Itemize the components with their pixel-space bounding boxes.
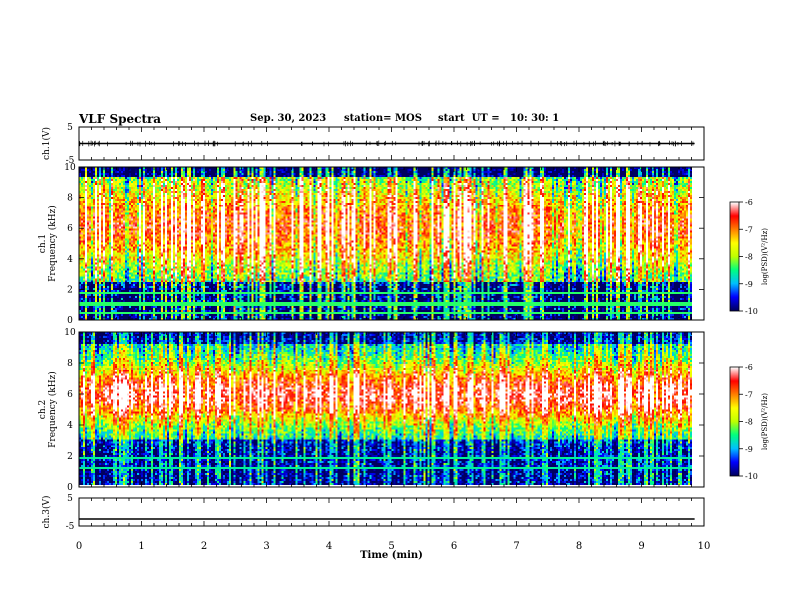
ch2-colorbar <box>730 367 739 476</box>
y-tick-label: 4 <box>67 255 73 265</box>
colorbar-tick-label: -6 <box>745 198 753 207</box>
y-axis-label: Frequency (kHz) <box>47 371 58 448</box>
y-tick-label: 8 <box>67 359 73 369</box>
colorbar-tick-label: -9 <box>745 280 753 289</box>
x-tick-label: 1 <box>138 541 144 552</box>
colorbar-frame <box>729 366 740 477</box>
ch1-colorbar <box>730 202 739 311</box>
ch1-spectrogram <box>79 167 692 320</box>
colorbar-tick-label: -6 <box>745 363 753 372</box>
date-label: Sep. 30, 2023 <box>250 113 327 124</box>
y-tick-label: 10 <box>64 163 76 173</box>
x-tick-label: 10 <box>698 541 711 552</box>
colorbar-frame <box>729 201 740 312</box>
y-tick-label: 8 <box>67 194 73 204</box>
colorbar-tick-label: -10 <box>745 472 758 481</box>
x-tick-label: 0 <box>76 541 82 552</box>
y-tick-label: 4 <box>67 421 73 431</box>
y-tick-label: -5 <box>66 522 75 532</box>
y-tick-label: 2 <box>67 452 73 462</box>
figure-title: VLF Spectra <box>79 112 162 126</box>
colorbar-tick-label: -9 <box>745 445 753 454</box>
y-axis-label: Frequency (kHz) <box>47 205 58 282</box>
panel-frame <box>78 331 705 488</box>
panel-frame <box>78 166 705 321</box>
y-axis-label: ch.3(V) <box>41 496 52 529</box>
x-axis-label: Time (min) <box>360 550 423 561</box>
x-tick-label: 5 <box>388 541 394 552</box>
ch2-spectrogram <box>79 332 692 485</box>
start-time-label: start UT = 10: 30: 1 <box>438 113 560 124</box>
y-axis-label: ch.1(V) <box>41 127 52 160</box>
y-axis-label: ch.2 <box>38 400 48 419</box>
y-tick-label: 6 <box>67 390 73 400</box>
x-tick-label: 2 <box>201 541 207 552</box>
y-tick-label: 2 <box>67 285 73 295</box>
colorbar-label: log(PSD)(V²/Hz) <box>761 393 769 450</box>
y-tick-label: 10 <box>64 328 76 338</box>
y-tick-label: 5 <box>67 123 73 133</box>
station-label: station= MOS <box>344 113 422 124</box>
x-tick-label: 3 <box>263 541 269 552</box>
colorbar-tick-label: -7 <box>745 225 753 234</box>
x-tick-label: 8 <box>576 541 582 552</box>
y-tick-label: -5 <box>66 156 75 166</box>
y-axis-label: ch.1 <box>38 234 48 253</box>
colorbar-tick-label: -8 <box>745 253 753 262</box>
y-tick-label: 5 <box>67 494 73 504</box>
x-tick-label: 7 <box>513 541 519 552</box>
x-tick-label: 6 <box>451 541 457 552</box>
y-tick-label: 6 <box>67 224 73 234</box>
x-tick-label: 9 <box>638 541 644 552</box>
colorbar-label: log(PSD)(V²/Hz) <box>761 228 769 285</box>
colorbar-tick-label: -7 <box>745 390 753 399</box>
y-tick-label: 0 <box>67 316 73 326</box>
colorbar-tick-label: -10 <box>745 307 758 316</box>
x-tick-label: 4 <box>326 541 332 552</box>
y-tick-label: 0 <box>67 483 73 493</box>
colorbar-tick-label: -8 <box>745 418 753 427</box>
